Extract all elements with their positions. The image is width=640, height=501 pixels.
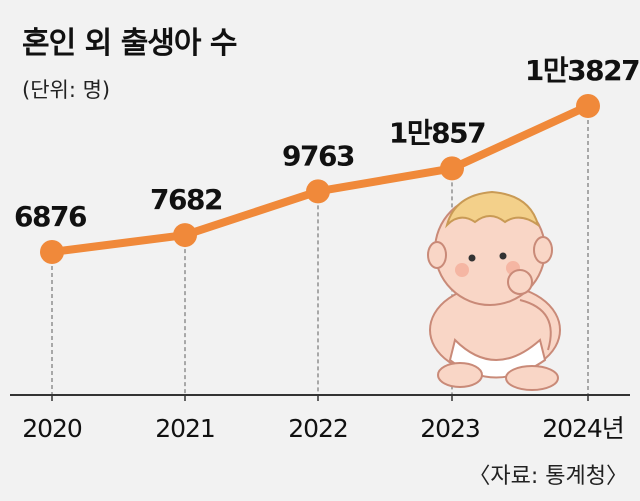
- x-tick-label-2: 2022: [288, 414, 348, 443]
- unit-label: (단위: 명): [22, 78, 111, 102]
- data-point-0: [40, 240, 64, 264]
- data-label-3: 1만857: [389, 116, 485, 149]
- data-point-3: [440, 156, 464, 181]
- data-point-1: [173, 223, 197, 248]
- x-tick-label-1: 2021: [155, 414, 215, 443]
- source-label: 〈자료: 통계청〉: [468, 464, 628, 489]
- data-label-1: 7682: [150, 183, 222, 216]
- chart-title: 혼인 외 출생아 수: [22, 26, 238, 61]
- x-tick-label-3: 2023: [420, 414, 480, 443]
- data-point-4: [576, 94, 600, 118]
- x-tick-label-4: 2024년: [542, 414, 624, 443]
- data-label-4: 1만3827: [525, 54, 639, 87]
- data-label-0: 6876: [14, 200, 86, 233]
- baby-illustration: [427, 190, 561, 391]
- x-tick-label-0: 2020: [22, 414, 82, 443]
- data-label-2: 9763: [282, 139, 354, 172]
- data-point-2: [306, 179, 330, 204]
